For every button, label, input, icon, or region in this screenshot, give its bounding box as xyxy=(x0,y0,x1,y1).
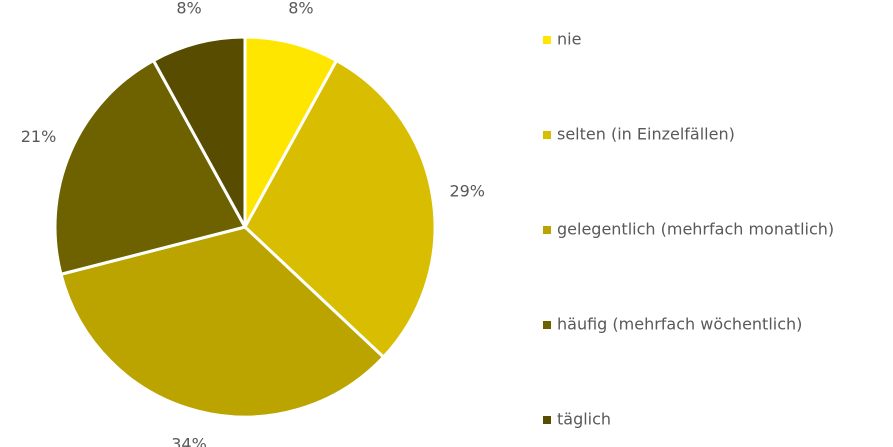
pie-slice xyxy=(53,58,248,277)
legend-label: täglich xyxy=(557,410,611,429)
legend-label: häufig (mehrfach wöchentlich) xyxy=(557,315,802,334)
pie-slice xyxy=(151,35,247,228)
data-label: 8% xyxy=(176,0,201,18)
legend-swatch xyxy=(543,416,551,424)
pie-slice xyxy=(243,35,339,228)
legend-label: nie xyxy=(557,30,581,49)
legend-swatch xyxy=(543,36,551,44)
legend-swatch xyxy=(543,321,551,329)
legend-label: selten (in Einzelfällen) xyxy=(557,125,735,144)
legend-swatch xyxy=(543,131,551,139)
legend-swatch xyxy=(543,226,551,234)
pie-slice xyxy=(59,225,386,419)
pie-slice xyxy=(243,58,437,360)
data-label: 8% xyxy=(288,0,313,18)
data-label: 34% xyxy=(171,434,207,447)
data-label: 29% xyxy=(449,181,485,200)
legend-label: gelegentlich (mehrfach monatlich) xyxy=(557,220,834,239)
data-label: 21% xyxy=(21,127,57,146)
